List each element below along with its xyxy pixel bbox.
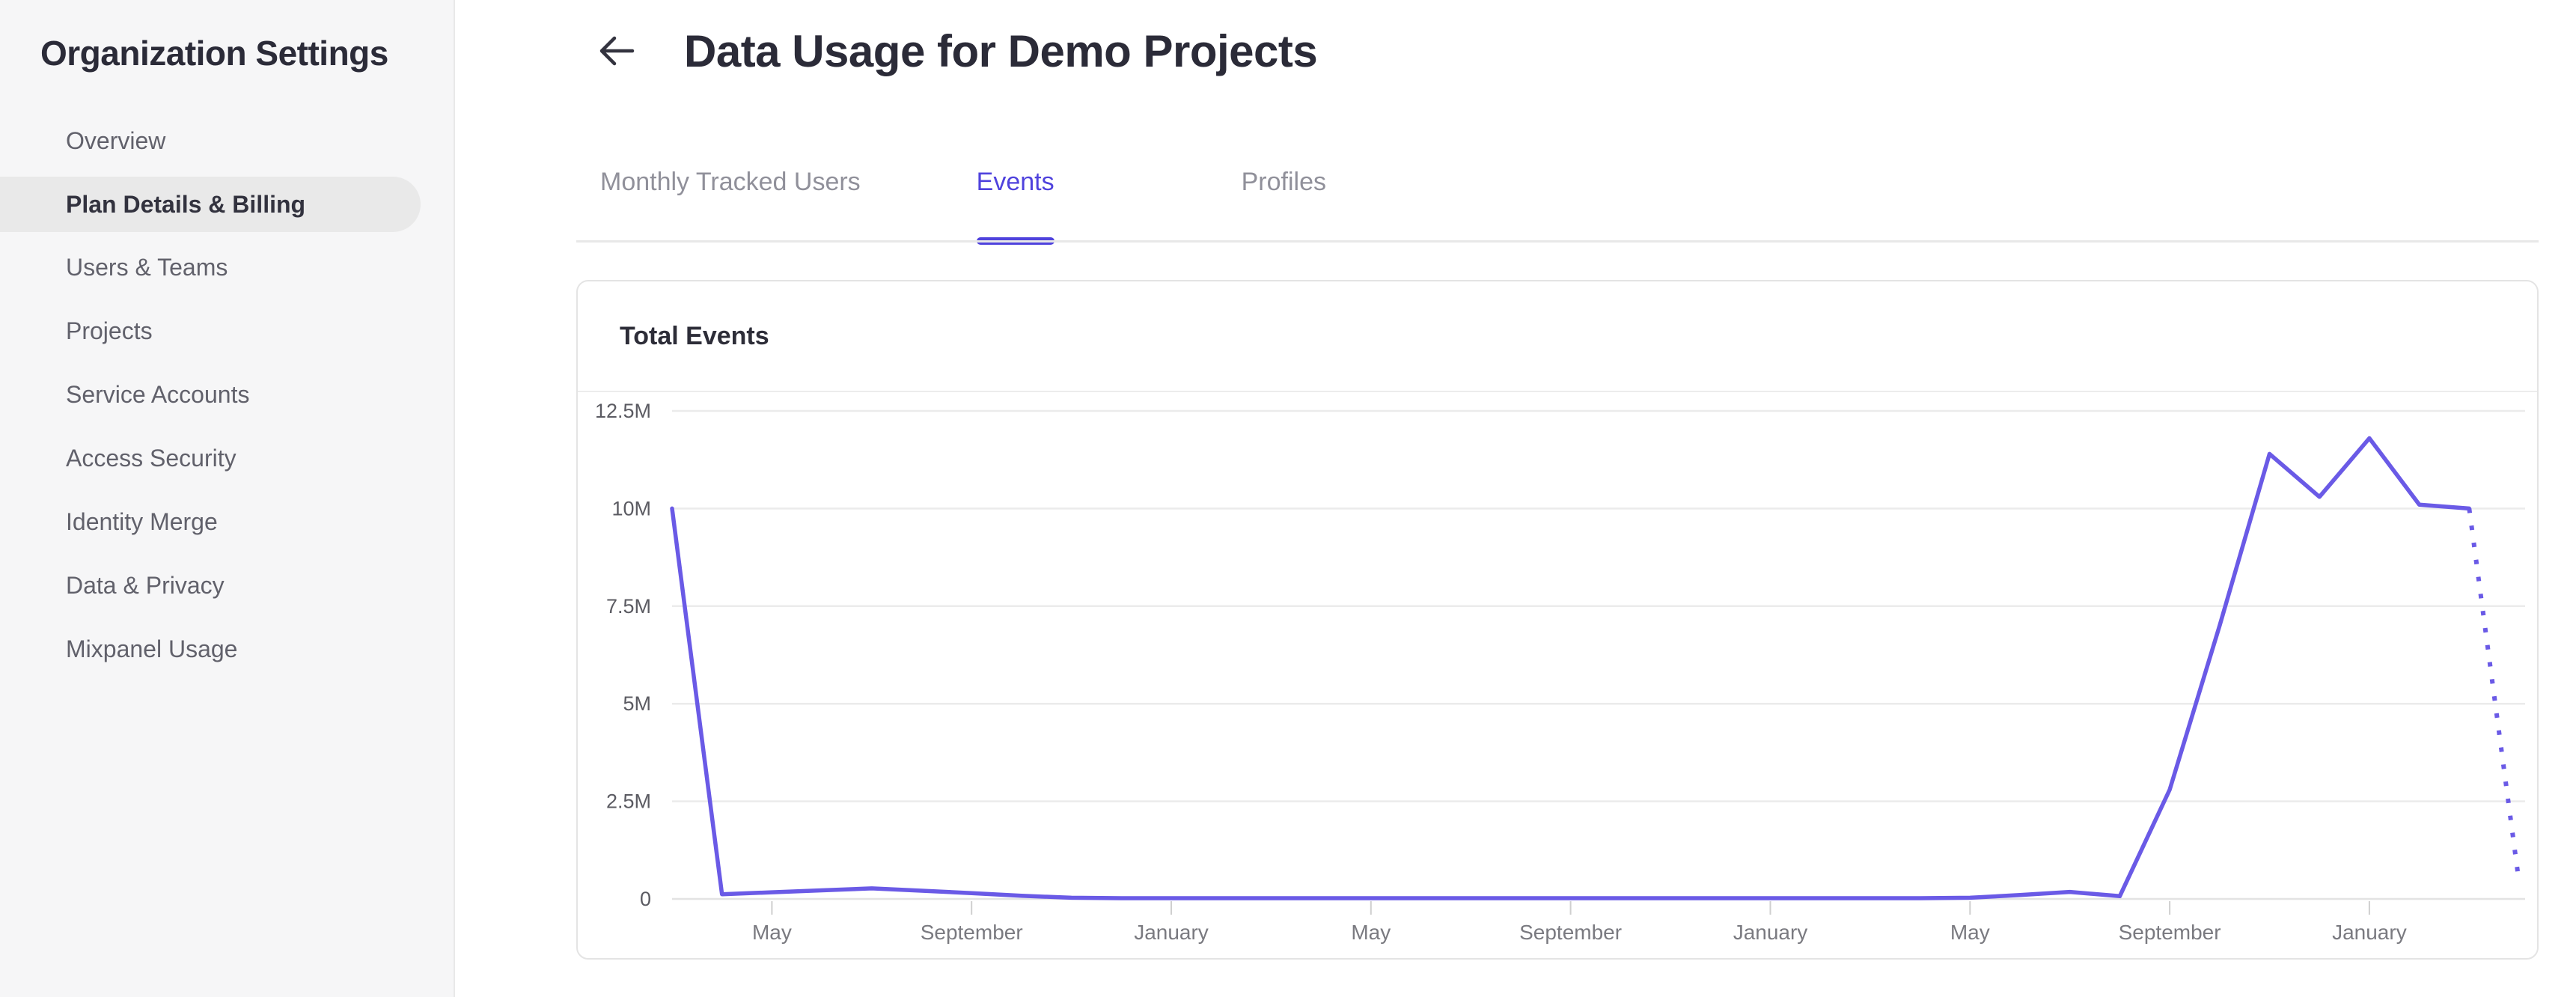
- chart-title: Total Events: [620, 321, 769, 350]
- x-axis-label: September: [921, 921, 1023, 944]
- sidebar-item-mixpanel-usage[interactable]: Mixpanel Usage: [0, 618, 454, 681]
- tab-events[interactable]: Events: [976, 164, 1054, 245]
- tab-label: Events: [976, 168, 1054, 196]
- sidebar-item-identity-merge[interactable]: Identity Merge: [0, 490, 454, 554]
- events-line-solid: [670, 436, 2472, 900]
- back-arrow-icon: [599, 36, 635, 66]
- y-axis-label: 2.5M: [606, 790, 651, 813]
- x-axis-label: May: [1351, 921, 1391, 944]
- y-axis-label: 10M: [611, 497, 651, 519]
- sidebar-item-plan-details-billing[interactable]: Plan Details & Billing: [0, 177, 421, 232]
- x-axis-label: January: [1134, 921, 1209, 944]
- page-header: Data Usage for Demo Projects: [596, 25, 1318, 76]
- y-axis-label: 12.5M: [595, 400, 651, 422]
- tab-label: Profiles: [1241, 168, 1326, 196]
- x-axis-label: January: [1733, 921, 1808, 944]
- sidebar-nav: Overview Plan Details & Billing Users & Te…: [0, 109, 454, 681]
- x-axis-label: January: [2332, 921, 2407, 944]
- total-events-chart-svg[interactable]: 0 2.5M 5M 7.5M 10M 12.5M May September January Ma…: [578, 392, 2537, 957]
- y-axis-label: 7.5M: [606, 595, 651, 618]
- sidebar-item-label: Service Accounts: [66, 381, 250, 408]
- tab-profiles[interactable]: Profiles: [1242, 164, 1326, 200]
- total-events-chart[interactable]: 0 2.5M 5M 7.5M 10M 12.5M May September January Ma…: [578, 392, 2537, 957]
- tabs-divider: [576, 240, 2539, 243]
- y-axis-label: 5M: [623, 692, 651, 715]
- x-axis-label: September: [2119, 921, 2221, 944]
- sidebar-title: Organization Settings: [40, 34, 388, 73]
- sidebar-item-projects[interactable]: Projects: [0, 299, 454, 363]
- tab-monthly-tracked-users[interactable]: Monthly Tracked Users: [600, 164, 861, 200]
- main-content: Data Usage for Demo Projects Monthly Tra…: [455, 0, 2576, 997]
- sidebar-item-overview[interactable]: Overview: [0, 109, 454, 173]
- sidebar-item-label: Users & Teams: [66, 254, 228, 281]
- sidebar: Organization Settings Overview Plan Detai…: [0, 0, 455, 997]
- card-header: Total Events: [578, 281, 2537, 392]
- events-line-projected-dotted: [2467, 508, 2521, 883]
- x-axis-label: May: [752, 921, 792, 944]
- sidebar-item-label: Identity Merge: [66, 508, 218, 535]
- sidebar-item-label: Access Security: [66, 445, 236, 472]
- sidebar-item-label: Projects: [66, 317, 153, 344]
- sidebar-item-data-privacy[interactable]: Data & Privacy: [0, 554, 454, 618]
- sidebar-item-label: Plan Details & Billing: [66, 190, 306, 218]
- x-axis-label: September: [1519, 921, 1622, 944]
- page-title: Data Usage for Demo Projects: [684, 25, 1318, 76]
- sidebar-item-label: Mixpanel Usage: [66, 635, 238, 662]
- sidebar-item-label: Data & Privacy: [66, 572, 225, 599]
- x-axis-label: May: [1950, 921, 1990, 944]
- y-axis-label: 0: [640, 888, 651, 910]
- tabs-bar: Monthly Tracked Users Events Profiles: [600, 164, 1326, 245]
- usage-card: Total Events 0 2.5M 5M 7.5M 10M 12.5M May Septe…: [576, 280, 2539, 960]
- tab-label: Monthly Tracked Users: [600, 168, 861, 196]
- sidebar-item-access-security[interactable]: Access Security: [0, 427, 454, 490]
- sidebar-item-users-teams[interactable]: Users & Teams: [0, 236, 454, 299]
- back-button[interactable]: [596, 34, 635, 67]
- sidebar-item-service-accounts[interactable]: Service Accounts: [0, 363, 454, 427]
- sidebar-item-label: Overview: [66, 127, 166, 154]
